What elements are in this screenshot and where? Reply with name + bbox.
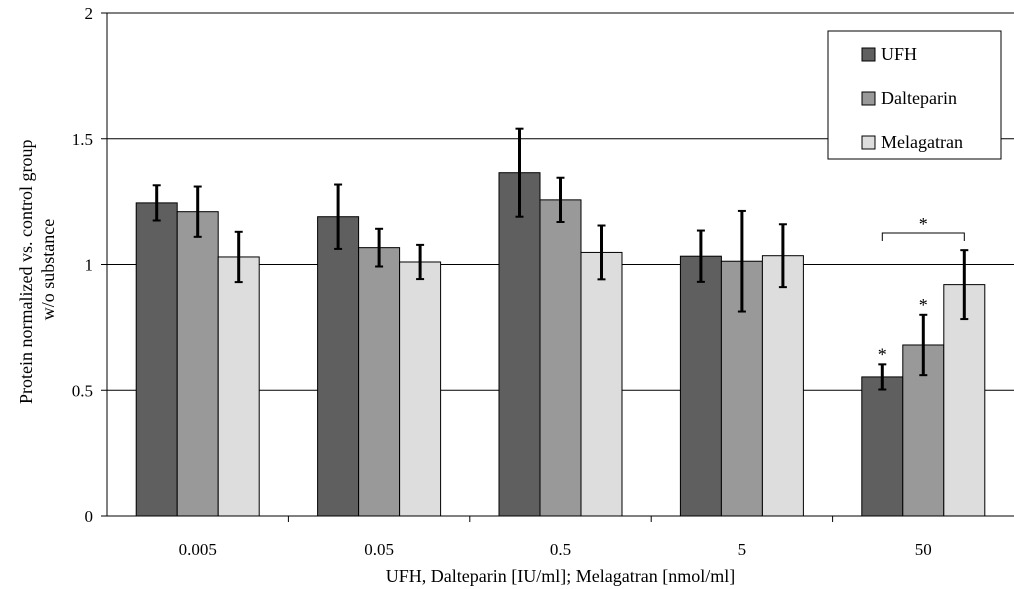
legend-label: UFH (881, 44, 917, 64)
legend-swatch (861, 47, 876, 62)
bar (317, 216, 360, 517)
y-tick-label: 0 (85, 507, 94, 526)
significance-annotations: * * * (878, 214, 965, 364)
bar (861, 376, 904, 517)
x-tick-label: 0.05 (364, 540, 394, 559)
y-tick-label: 2 (85, 4, 94, 23)
bar (539, 199, 582, 517)
legend: UFH Dalteparin Melagatran (827, 30, 1002, 160)
bar (679, 255, 722, 517)
y-axis-title: Protein normalized vs. control group w/o… (16, 135, 58, 404)
legend-swatch (861, 135, 876, 150)
bar (176, 211, 219, 517)
legend-swatch (861, 91, 876, 106)
legend-box (827, 30, 1002, 160)
bar (399, 261, 442, 517)
significance-star: * (919, 295, 928, 315)
y-tick-label: 1.5 (72, 130, 93, 149)
x-tick-label: 5 (738, 540, 747, 559)
bar (761, 255, 804, 517)
bar (358, 247, 401, 517)
x-tick-label: 0.005 (179, 540, 217, 559)
legend-label: Dalteparin (881, 88, 957, 108)
bar (135, 202, 178, 517)
bar (498, 172, 541, 517)
bar (580, 251, 623, 517)
bar (943, 284, 986, 517)
bars-group (135, 127, 986, 517)
y-axis-title-line-2: w/o substance (38, 219, 58, 320)
y-axis-title-line-1: Protein normalized vs. control group (16, 140, 36, 404)
y-tick-label: 1 (85, 256, 94, 275)
y-tick-label: 0.5 (72, 381, 93, 400)
bar (217, 256, 260, 517)
x-tick-labels: 0.005 0.05 0.5 5 50 (179, 540, 932, 559)
legend-label: Melagatran (881, 132, 963, 152)
x-axis-title: UFH, Dalteparin [IU/ml]; Melagatran [nmo… (386, 566, 735, 586)
significance-star: * (878, 344, 887, 364)
x-tick-label: 50 (915, 540, 932, 559)
y-tick-labels: 0 0.5 1 1.5 2 (72, 4, 93, 526)
axes (101, 12, 1014, 522)
bracket-star: * (919, 214, 928, 234)
x-tick-label: 0.5 (550, 540, 571, 559)
significance-bracket (881, 232, 965, 241)
